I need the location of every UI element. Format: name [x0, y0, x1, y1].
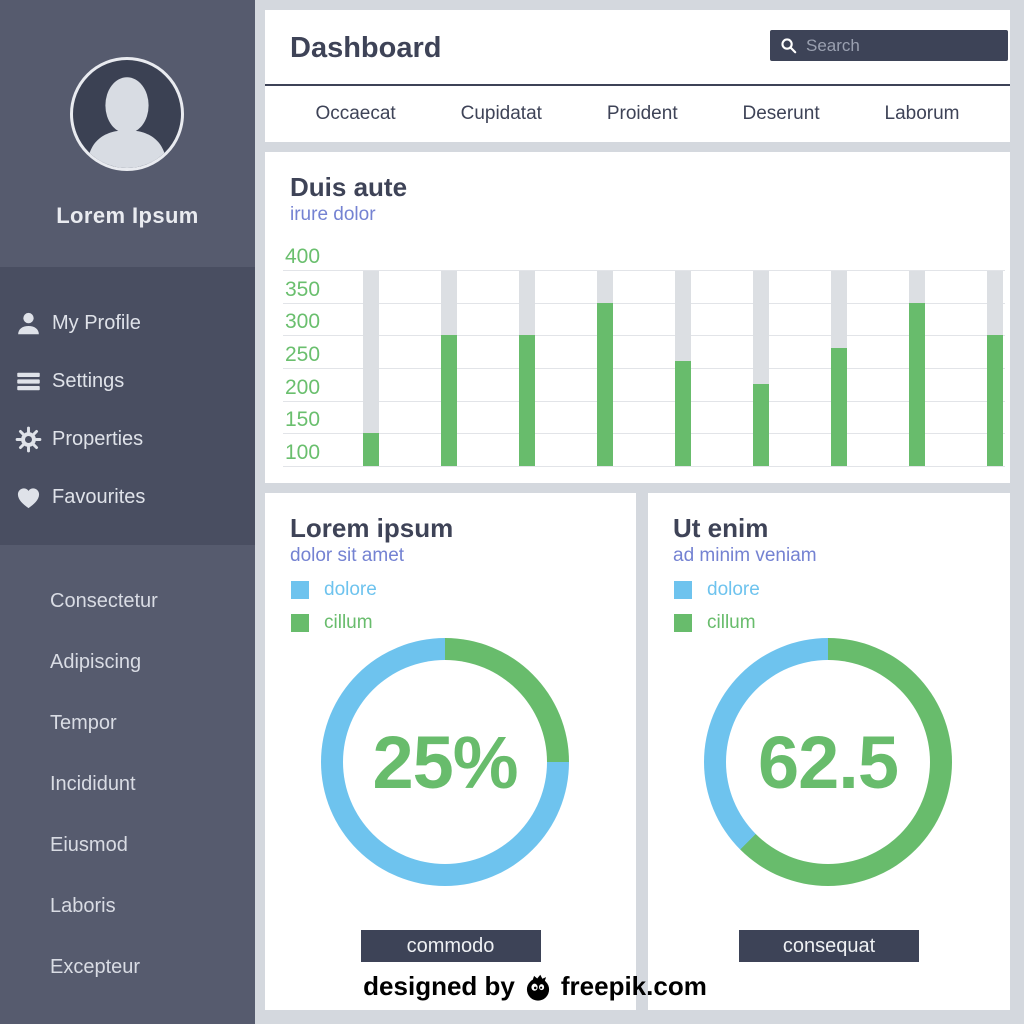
nav-item-occaecat[interactable]: Occaecat	[315, 103, 396, 124]
sidebar-item-label: Favourites	[52, 485, 146, 508]
bar	[597, 302, 613, 466]
bar	[675, 361, 691, 466]
sidebar-menu: My Profile Settings Properties Favourites	[0, 267, 255, 545]
donut-card-left: Lorem ipsum dolor sit amet dolore cillum …	[265, 493, 636, 1010]
sidebar-link-adipiscing[interactable]: Adipiscing	[50, 651, 142, 673]
footer-credit: designed by freepik.com	[340, 971, 730, 1002]
sidebar-item-my-profile[interactable]: My Profile	[0, 294, 255, 352]
sidebar-item-label: Properties	[52, 427, 144, 450]
avatar[interactable]	[70, 57, 184, 171]
bar	[441, 335, 457, 466]
heart-icon	[15, 484, 42, 511]
nav-item-deserunt[interactable]: Deserunt	[742, 103, 820, 124]
donut-card-right: Ut enim ad minim veniam dolore cillum 62.…	[648, 493, 1010, 1010]
legend: dolore cillum	[674, 579, 760, 645]
y-tick-label: 150	[285, 408, 321, 432]
gridline	[283, 466, 1005, 467]
bar-chart-subtitle: irure dolor	[290, 204, 376, 225]
legend-swatch	[291, 581, 309, 599]
bar	[831, 348, 847, 466]
header-nav: Occaecat Cupidatat Proident Deserunt Laborum	[265, 86, 1010, 142]
bar-track	[363, 271, 379, 466]
legend-label: cillum	[324, 612, 373, 633]
donut-hole: 25%	[343, 660, 547, 864]
gridline	[283, 433, 1005, 435]
legend-label: cillum	[707, 612, 756, 633]
donut-chart-right: 62.5	[704, 638, 952, 886]
sidebar-link-tempor[interactable]: Tempor	[50, 712, 117, 734]
legend-item: cillum	[674, 612, 760, 634]
sidebar-item-settings[interactable]: Settings	[0, 352, 255, 410]
sidebar-item-properties[interactable]: Properties	[0, 410, 255, 468]
donut-right-value: 62.5	[757, 720, 899, 804]
sidebar-item-label: Settings	[52, 369, 125, 392]
gridline	[283, 302, 1005, 304]
y-tick-label: 250	[285, 343, 321, 366]
legend-label: dolore	[324, 579, 377, 600]
search-box[interactable]	[770, 30, 1008, 61]
user-icon	[15, 310, 42, 337]
gridline	[283, 335, 1005, 337]
sidebar-link-laboris[interactable]: Laboris	[50, 895, 116, 917]
sidebar-item-favourites[interactable]: Favourites	[0, 468, 255, 526]
donut-right-title: Ut enim	[673, 513, 769, 543]
y-tick-label: 100	[285, 441, 321, 464]
y-tick-label: 200	[285, 375, 321, 399]
sidebar-link-eiusmod[interactable]: Eiusmod	[50, 834, 128, 856]
search-icon	[780, 37, 797, 54]
bar	[987, 335, 1003, 466]
legend-swatch	[291, 614, 309, 632]
user-name: Lorem Ipsum	[56, 203, 199, 228]
sidebar-link-excepteur[interactable]: Excepteur	[50, 956, 141, 978]
legend-swatch	[674, 614, 692, 632]
donut-chart-left: 25%	[321, 638, 569, 886]
bar	[363, 433, 379, 466]
donut-left-subtitle: dolor sit amet	[290, 545, 405, 566]
freepik-logo-icon	[523, 972, 553, 1002]
donut-hole: 62.5	[726, 660, 930, 864]
donut-right-subtitle: ad minim veniam	[673, 545, 817, 566]
y-tick-label: 350	[285, 277, 321, 301]
sidebar-profile-section: Lorem Ipsum	[0, 0, 255, 267]
legend-item: dolore	[674, 579, 760, 601]
header-card: Dashboard Occaecat Cupidatat Proident Deser…	[265, 10, 1010, 142]
bar	[519, 335, 535, 466]
commodo-button[interactable]: commodo	[360, 930, 541, 962]
legend-item: cillum	[291, 612, 377, 634]
gridline	[283, 368, 1005, 369]
sidebar-link-consectetur[interactable]: Consectetur	[50, 590, 158, 612]
footer-site-text: freepik.com	[560, 971, 707, 1001]
header-divider	[265, 84, 1010, 86]
bar	[909, 302, 925, 466]
y-tick-label: 300	[285, 310, 321, 334]
consequat-button[interactable]: consequat	[739, 930, 919, 962]
bar	[753, 384, 769, 466]
gear-icon	[15, 426, 42, 453]
sidebar-links: Consectetur Adipiscing Tempor Incididunt Eiu…	[0, 545, 255, 998]
nav-item-laborum[interactable]: Laborum	[884, 103, 960, 124]
bar-chart-title: Duis aute	[290, 172, 408, 202]
bar-plot: 400 350 300 250 200 150 100	[283, 246, 1005, 467]
donut-left-title: Lorem ipsum	[290, 513, 454, 543]
bar-chart-card: Duis aute irure dolor 400 350 300 250 200 150…	[265, 152, 1010, 483]
nav-item-cupidatat[interactable]: Cupidatat	[460, 103, 542, 124]
person-silhouette-icon	[87, 77, 167, 168]
legend-label: dolore	[707, 579, 760, 600]
gridline	[283, 270, 1005, 271]
sidebar-link-incididunt[interactable]: Incididunt	[50, 773, 136, 795]
y-tick-label: 400	[285, 245, 321, 268]
menu-icon	[15, 368, 42, 395]
sidebar: Lorem Ipsum My Profile Settings Properties…	[0, 0, 255, 1024]
sidebar-item-label: My Profile	[52, 311, 141, 334]
donut-left-value: 25%	[372, 720, 518, 804]
legend-swatch	[674, 581, 692, 599]
legend: dolore cillum	[291, 579, 377, 645]
footer-credit-text: designed by	[363, 971, 515, 1001]
gridline	[283, 400, 1005, 402]
legend-item: dolore	[291, 579, 377, 601]
page-title: Dashboard	[290, 32, 442, 64]
search-input[interactable]	[806, 35, 998, 56]
nav-item-proident[interactable]: Proident	[606, 103, 678, 124]
